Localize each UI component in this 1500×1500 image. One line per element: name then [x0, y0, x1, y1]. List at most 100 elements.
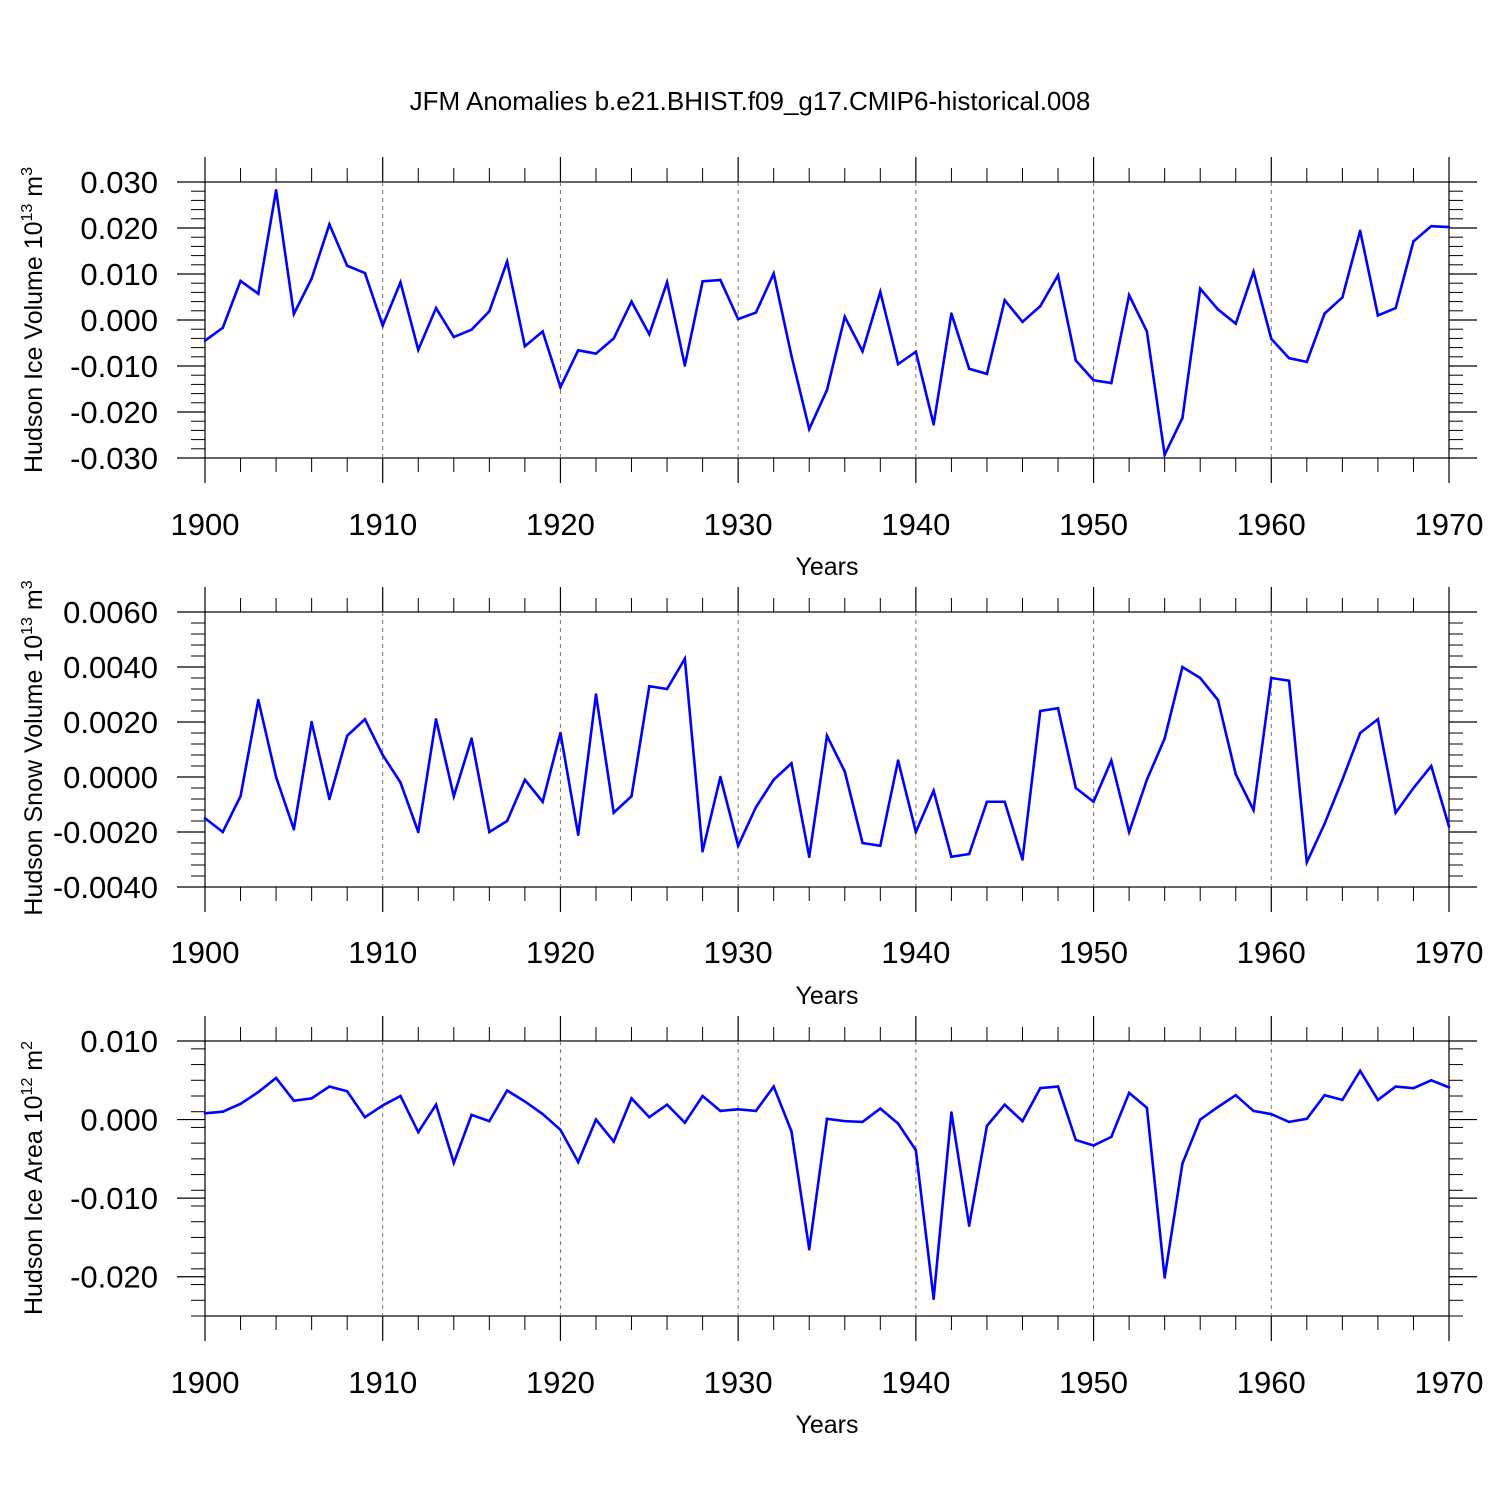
- data-point: [719, 278, 722, 282]
- data-point: [1269, 1112, 1273, 1116]
- data-point: [1021, 858, 1024, 861]
- data-point: [665, 687, 669, 691]
- data-point: [594, 352, 598, 355]
- data-point: [345, 264, 349, 268]
- x-tick-label: 1970: [1415, 935, 1484, 970]
- y-axis-label-unit: m: [20, 1050, 48, 1078]
- data-point: [470, 328, 473, 331]
- data-point: [221, 326, 225, 330]
- data-point: [1412, 1086, 1415, 1090]
- y-tick-label: 0.0020: [63, 705, 158, 740]
- data-point: [541, 330, 544, 333]
- data-point: [1252, 270, 1255, 274]
- data-point: [754, 311, 758, 314]
- data-point: [1198, 676, 1202, 680]
- data-point: [1038, 709, 1042, 713]
- data-point: [363, 271, 367, 275]
- data-point: [1021, 320, 1024, 324]
- data-point: [594, 1118, 598, 1121]
- data-point: [1056, 1085, 1060, 1088]
- data-point: [1341, 296, 1344, 299]
- data-point: [505, 1089, 509, 1092]
- data-point: [576, 833, 580, 837]
- data-point: [1376, 717, 1380, 721]
- data-point: [434, 1103, 438, 1106]
- data-point: [1127, 1091, 1131, 1095]
- data-point: [452, 335, 456, 339]
- data-point: [470, 1113, 473, 1117]
- x-axis-label: Years: [795, 553, 858, 581]
- y-axis-label: Hudson Ice Volume 1013 m3: [19, 167, 48, 473]
- y-axis-label-unit-exponent: 3: [19, 580, 36, 589]
- data-point: [1358, 1069, 1362, 1073]
- y-axis-label-exponent: 12: [19, 1078, 36, 1096]
- data-point: [1447, 825, 1451, 828]
- data-point: [1145, 330, 1149, 333]
- data-point: [1198, 287, 1202, 291]
- y-axis-label-unit: m: [20, 589, 48, 617]
- data-point: [416, 1130, 420, 1134]
- data-point: [1216, 698, 1220, 702]
- data-point: [594, 693, 598, 696]
- data-point: [967, 367, 971, 371]
- data-point: [647, 1115, 651, 1119]
- data-point: [1056, 706, 1060, 710]
- data-point: [932, 789, 935, 793]
- data-point: [1003, 1103, 1007, 1106]
- data-point: [1198, 1118, 1202, 1121]
- data-point: [1234, 1093, 1238, 1097]
- data-point: [914, 1148, 918, 1152]
- data-point: [221, 1110, 225, 1114]
- data-point: [345, 734, 349, 738]
- x-tick-label: 1970: [1415, 1365, 1484, 1400]
- figure-title: JFM Anomalies b.e21.BHIST.f09_g17.CMIP6-…: [410, 86, 1091, 116]
- data-point: [630, 300, 633, 303]
- y-tick-label: -0.030: [70, 441, 158, 476]
- data-point: [559, 385, 562, 389]
- data-point: [932, 1297, 935, 1301]
- data-point: [1287, 679, 1291, 683]
- x-tick-label: 1960: [1237, 935, 1306, 970]
- data-point: [612, 811, 616, 815]
- y-tick-label: 0.0040: [63, 650, 158, 685]
- x-tick-label: 1930: [704, 507, 773, 542]
- data-point: [203, 1111, 207, 1115]
- data-point: [985, 372, 989, 376]
- data-point: [950, 1111, 953, 1114]
- data-point: [843, 770, 847, 773]
- data-point: [861, 1120, 864, 1124]
- data-point: [1358, 731, 1362, 735]
- data-point: [843, 315, 847, 319]
- data-point: [1145, 778, 1149, 782]
- y-tick-label: 0.000: [80, 1103, 158, 1138]
- data-point: [363, 717, 367, 721]
- data-point: [488, 830, 491, 834]
- data-point: [790, 761, 793, 765]
- data-point: [239, 794, 242, 798]
- x-tick-label: 1900: [171, 507, 240, 542]
- data-point: [1429, 1078, 1433, 1082]
- data-point: [665, 1103, 669, 1106]
- data-point: [1092, 378, 1095, 382]
- data-point: [239, 279, 242, 283]
- data-point: [1252, 1109, 1255, 1113]
- x-tick-label: 1930: [704, 935, 773, 970]
- data-point: [647, 332, 651, 336]
- data-point: [825, 1117, 829, 1121]
- data-point: [683, 364, 687, 367]
- data-point: [576, 1160, 580, 1164]
- x-tick-label: 1960: [1237, 507, 1306, 542]
- x-tick-label: 1910: [348, 507, 417, 542]
- data-point: [896, 759, 900, 762]
- x-tick-label: 1950: [1059, 1365, 1128, 1400]
- x-tick-label: 1910: [348, 1365, 417, 1400]
- data-point: [1110, 759, 1113, 762]
- data-point: [772, 272, 775, 275]
- data-point: [1234, 322, 1238, 325]
- data-point: [1181, 1162, 1184, 1165]
- panels: 1900 1910 1920 1930 1940 1950 1960 1970 0.030 0.0…: [19, 157, 1483, 1439]
- data-point: [1323, 1093, 1326, 1097]
- x-tick-label: 1940: [881, 507, 950, 542]
- data-point: [1127, 830, 1131, 834]
